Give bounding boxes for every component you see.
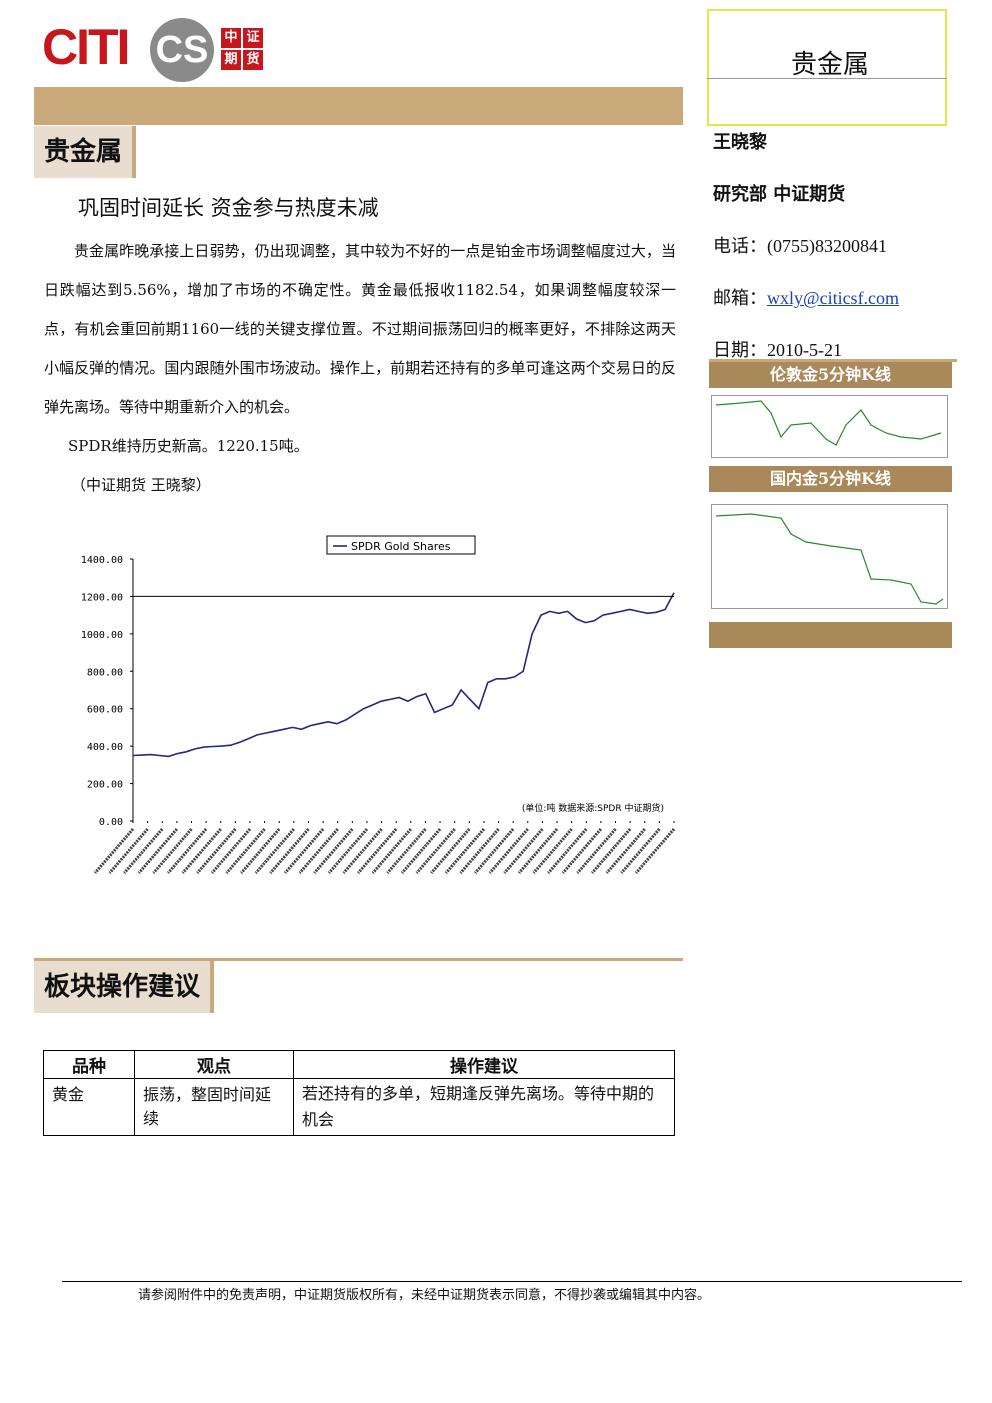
x-label-stub xyxy=(532,828,573,874)
x-label-stub xyxy=(605,828,646,874)
x-label-stub xyxy=(181,828,222,874)
y-tick-label: 400.00 xyxy=(87,742,123,753)
x-label-stub xyxy=(225,828,266,874)
email: 邮箱：wxly@citicsf.com xyxy=(713,284,899,310)
table-header: 品种 xyxy=(43,1050,135,1079)
footer: 请参阅附件中的免责声明，中证期货版权所有，未经中证期货表示同意，不得抄袭或编辑其… xyxy=(138,1288,711,1303)
value: (0755)83200841 xyxy=(767,236,887,256)
x-label-stub xyxy=(196,828,237,874)
kchart-title: 国内金5分钟K线 xyxy=(709,466,952,492)
series-line xyxy=(132,592,675,758)
x-label-stub xyxy=(386,828,427,874)
x-label-stub xyxy=(474,828,515,874)
y-tick-label: 600.00 xyxy=(87,705,123,716)
x-label-stub xyxy=(210,828,252,874)
title-box xyxy=(707,9,947,126)
x-label-stub xyxy=(137,828,179,874)
table-cell: 振荡，整固时间延续 xyxy=(134,1078,294,1136)
y-tick-label: 1000.00 xyxy=(81,630,123,641)
logo-mark: CS xyxy=(150,18,214,82)
x-label-stub xyxy=(342,828,383,874)
y-tick-label: 0.00 xyxy=(99,817,123,828)
paragraph: （中证期货 王晓黎） xyxy=(71,476,211,494)
logo-char: 证 xyxy=(243,28,263,48)
article-title: 巩固时间延长 资金参与热度未减 xyxy=(78,196,379,220)
footer-rule xyxy=(62,1281,962,1282)
chart-note: (单位:吨 数据来源:SPDR 中证期货) xyxy=(522,802,664,814)
value: 2010-5-21 xyxy=(767,340,842,360)
section-title: 板块操作建议 xyxy=(34,961,215,1013)
paragraph: SPDR维持历史新高。1220.15吨。 xyxy=(68,437,309,455)
y-tick-label: 1400.00 xyxy=(81,555,123,566)
table-header: 操作建议 xyxy=(293,1050,675,1079)
x-label-stub xyxy=(400,828,442,874)
rule xyxy=(709,359,957,362)
kchart-title: 伦敦金5分钟K线 xyxy=(709,362,952,388)
x-label-stub xyxy=(371,828,412,874)
email-link[interactable]: wxly@citicsf.com xyxy=(767,288,900,308)
x-label-stub xyxy=(108,828,149,874)
x-label-stub xyxy=(93,828,135,874)
x-label-stub xyxy=(327,828,369,874)
chart: 0.00 200.00 400.00 600.00 800.00 1000.00 1200.… xyxy=(81,535,676,874)
x-label-stub xyxy=(503,828,544,874)
y-tick-label: 200.00 xyxy=(87,780,123,791)
x-label-stub xyxy=(547,828,588,874)
kchart-image xyxy=(711,504,948,609)
x-label-stub xyxy=(444,828,486,874)
x-label-stub xyxy=(283,828,325,874)
x-label-stub xyxy=(576,828,617,874)
logo-char: 期 xyxy=(221,50,241,70)
section-title: 贵金属 xyxy=(34,126,137,178)
label: 邮箱： xyxy=(713,288,767,309)
phone: 电话：(0755)83200841 xyxy=(713,232,887,258)
x-label-stub xyxy=(430,828,471,874)
legend-box xyxy=(326,535,476,555)
table-cell: 若还持有的多单，短期逢反弹先离场。等待中期的机会 xyxy=(293,1078,675,1136)
x-label-stub xyxy=(240,828,281,874)
y-tick-label: 1200.00 xyxy=(81,592,123,603)
y-tick-label: 800.00 xyxy=(87,667,123,678)
x-label-stub xyxy=(459,828,500,874)
x-label-stub xyxy=(166,828,208,874)
header-band xyxy=(34,87,683,125)
logo: CITI xyxy=(42,19,130,75)
x-label-stub xyxy=(634,828,676,874)
x-label-stub xyxy=(517,828,559,874)
x-label-stub xyxy=(488,828,529,874)
sidebar-title: 贵金属 xyxy=(790,50,869,80)
table-cell: 黄金 xyxy=(43,1078,135,1136)
legend-label: SPDR Gold Shares xyxy=(351,540,451,553)
x-label-stub xyxy=(254,828,295,874)
x-label-stub xyxy=(357,828,398,874)
divider xyxy=(34,958,683,961)
logo-char: 货 xyxy=(243,50,263,70)
advice-table: 品种 观点 操作建议 黄金 振荡，整固时间延续 若还持有的多单，短期逢反弹先离场。等待中… xyxy=(43,1050,675,1136)
x-label-stub xyxy=(298,828,339,874)
x-label-stub xyxy=(620,828,661,874)
x-label-stub xyxy=(313,828,354,874)
x-label-stub xyxy=(269,828,310,874)
author: 王晓黎 xyxy=(713,132,767,153)
paragraph: 贵金属昨晚承接上日弱势，仍出现调整，其中较为不好的一点是铂金市场调整幅度过大，当… xyxy=(44,242,676,416)
label: 电话： xyxy=(713,236,767,257)
label: 日期： xyxy=(713,340,767,361)
x-label-stub xyxy=(123,828,164,874)
date: 日期：2010-5-21 xyxy=(713,336,842,362)
bar xyxy=(709,622,952,648)
x-label-stub xyxy=(590,828,632,874)
x-label-stub xyxy=(152,828,193,874)
x-label-stub xyxy=(415,828,456,874)
kchart-image xyxy=(711,395,948,458)
dept: 研究部 中证期货 xyxy=(713,184,846,205)
rule xyxy=(707,78,947,79)
x-label-stub xyxy=(561,828,603,874)
logo-char: 中 xyxy=(221,28,241,48)
table-header: 观点 xyxy=(134,1050,294,1079)
